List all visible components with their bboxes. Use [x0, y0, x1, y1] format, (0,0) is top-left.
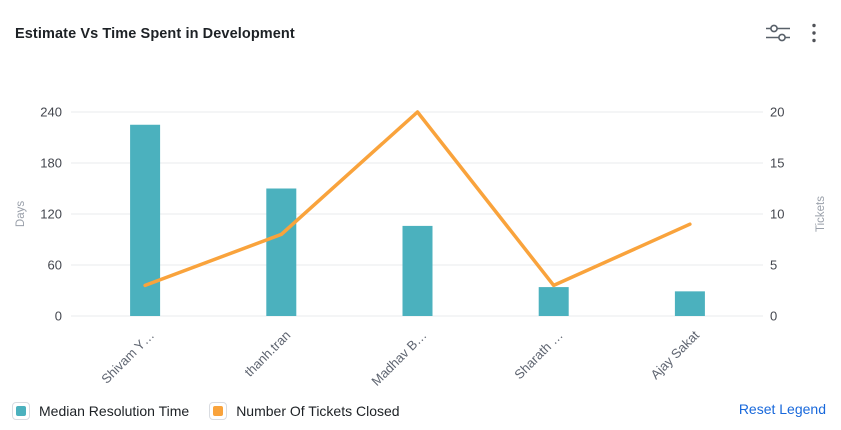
legend-label: Number Of Tickets Closed: [236, 403, 400, 419]
legend-item-median-resolution-time[interactable]: Median Resolution Time: [12, 402, 189, 420]
bar[interactable]: [130, 124, 161, 316]
y-right-tick-label: 15: [770, 156, 784, 171]
chart-title: Estimate Vs Time Spent in Development: [15, 26, 295, 42]
combo-chart: 0 0 60 5 120 10 180 15 240 20 Days Tickets Shivam Y……: [15, 105, 827, 389]
y-right-tick-label: 5: [770, 258, 777, 273]
y-right-tick-label: 0: [770, 309, 777, 324]
y-right-axis-title: Tickets: [815, 196, 827, 232]
x-axis-label: Madhav B…: [368, 328, 429, 389]
reset-legend-link[interactable]: Reset Legend: [738, 401, 826, 417]
y-left-tick-label: 0: [55, 309, 62, 324]
bar[interactable]: [538, 287, 569, 316]
bar[interactable]: [674, 291, 705, 316]
y-left-tick-label: 240: [40, 105, 62, 120]
x-axis-label: Ajay Sakat: [647, 327, 702, 382]
x-axis-label: Sharath …: [511, 328, 566, 383]
bar[interactable]: [266, 188, 297, 317]
x-axis-label: thanh.tran: [241, 328, 293, 380]
y-left-tick-label: 120: [40, 207, 62, 222]
bar[interactable]: [402, 225, 433, 316]
legend-swatch-bar: [12, 402, 30, 420]
legend-label: Median Resolution Time: [39, 403, 190, 419]
legend-item-number-of-tickets-closed[interactable]: Number Of Tickets Closed: [209, 402, 400, 420]
y-right-tick-label: 10: [770, 207, 784, 222]
sliders-icon: [764, 23, 792, 46]
legend-swatch-line: [209, 402, 228, 420]
line-series[interactable]: [143, 110, 692, 288]
y-left-tick-label: 180: [40, 156, 62, 171]
y-left-tick-label: 60: [48, 258, 62, 273]
x-axis-label: Shivam Y…: [98, 328, 157, 387]
more-options-button[interactable]: [798, 22, 830, 46]
y-left-axis-title: Days: [15, 201, 27, 227]
kebab-menu-icon: [810, 21, 818, 48]
filter-button[interactable]: [762, 22, 794, 46]
y-right-tick-label: 20: [770, 105, 784, 120]
chart-legend: Median Resolution Time Number Of Tickets…: [12, 402, 400, 420]
